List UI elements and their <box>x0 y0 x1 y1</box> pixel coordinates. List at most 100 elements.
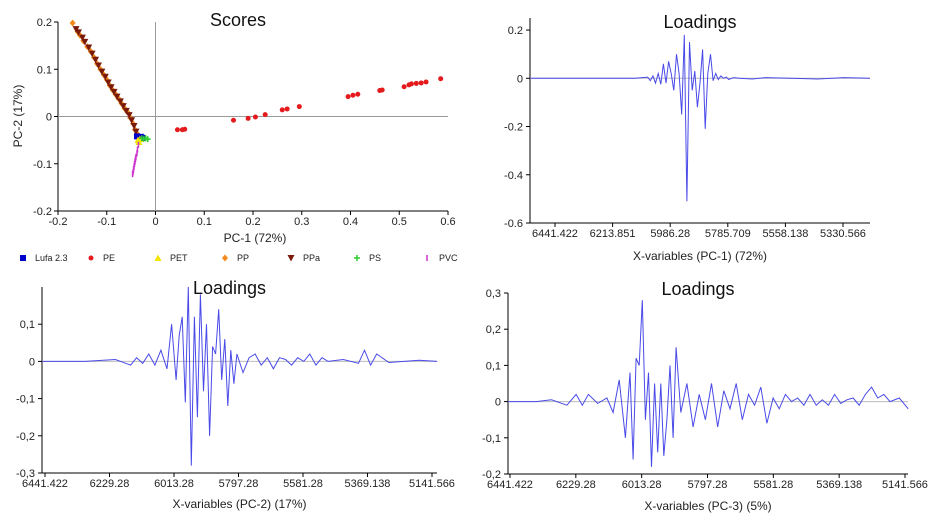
legend-marker <box>88 255 94 261</box>
x-tick-label: 0.6 <box>440 216 455 228</box>
legend-label: PVC <box>439 253 458 263</box>
data-point <box>119 103 127 110</box>
data-point <box>132 128 140 136</box>
x-axis-label: X-variables (PC-3) (5%) <box>644 499 771 513</box>
data-point <box>413 80 419 86</box>
data-point <box>92 56 100 64</box>
y-tick-label: 0.2 <box>37 17 52 29</box>
x-axis-label: X-variables (PC-1) (72%) <box>633 249 767 263</box>
y-tick-label: 0,1 <box>20 319 35 331</box>
legend-marker <box>20 255 26 261</box>
chart-title: Scores <box>210 10 266 30</box>
y-tick-label: -0,1 <box>16 394 35 406</box>
y-tick-label: 0,3 <box>486 288 501 300</box>
legend-label: PET <box>170 253 188 263</box>
x-tick-label: -0.2 <box>49 216 68 228</box>
y-tick-label: 0.1 <box>37 64 52 76</box>
chart-title: Loadings <box>663 12 736 32</box>
x-tick-label: 6013.28 <box>154 478 194 490</box>
x-tick-label: 5986.28 <box>650 228 690 240</box>
data-point <box>98 68 106 76</box>
data-point <box>113 93 121 101</box>
data-point <box>401 84 407 90</box>
x-tick-label: 5369.138 <box>345 478 391 490</box>
data-point <box>408 81 414 87</box>
data-point <box>355 91 361 97</box>
series-pvc <box>131 141 140 178</box>
y-tick-label: 0.2 <box>508 25 523 37</box>
x-tick-label: 5581.28 <box>283 478 323 490</box>
data-point <box>252 114 258 120</box>
data-point <box>135 138 143 146</box>
x-axis-label: PC-1 (72%) <box>224 231 287 245</box>
y-tick-label: 0,1 <box>486 360 501 372</box>
loadings1-chart: 0.2 0 -0.2 -0.4 -0.6 6441.422 6213.851 5986.28 5… <box>504 12 871 263</box>
data-point <box>245 115 251 121</box>
x-tick-label: 6229.28 <box>90 478 130 490</box>
x-tick-label: 0.1 <box>197 216 212 228</box>
data-point <box>104 79 112 86</box>
x-tick-label: 5369.138 <box>816 479 862 491</box>
x-tick-label: 5141.566 <box>409 478 455 490</box>
data-point <box>144 136 151 143</box>
y-tick-label: -0,3 <box>16 468 35 480</box>
data-point <box>182 126 188 132</box>
y-tick-label: 0,2 <box>486 324 501 336</box>
legend-label: PE <box>103 253 115 263</box>
x-tick-label: 6441.422 <box>22 478 68 490</box>
data-point <box>438 76 444 82</box>
y-axis-label: PC-2 (17%) <box>11 85 25 148</box>
chart-title: Loadings <box>661 279 734 299</box>
x-tick-label: 5797.28 <box>219 478 259 490</box>
data-point <box>88 50 96 58</box>
loading-line <box>530 34 871 202</box>
data-point <box>174 127 180 133</box>
x-axis-label: X-variables (PC-2) (17%) <box>172 497 306 511</box>
data-point <box>130 122 138 130</box>
y-tick-label: -0.6 <box>504 218 523 230</box>
series-pe <box>174 76 444 133</box>
data-point <box>101 73 109 81</box>
x-tick-label: 5558.138 <box>762 228 808 240</box>
x-tick-label: 5797.28 <box>688 479 728 491</box>
y-tick-label: -0.1 <box>33 159 52 171</box>
y-tick-label: -0.4 <box>504 170 523 182</box>
data-point <box>128 117 136 124</box>
data-point <box>379 87 385 93</box>
x-tick-label: 6213.851 <box>590 228 636 240</box>
data-point <box>262 112 268 118</box>
data-point <box>423 79 429 85</box>
data-point <box>72 26 80 33</box>
x-tick-label: 6229.28 <box>556 479 596 491</box>
y-tick-label: -0,2 <box>16 431 35 443</box>
y-tick-label: -0.2 <box>504 122 523 134</box>
x-tick-label: 5141.566 <box>882 479 928 491</box>
y-tick-label: 0 <box>495 397 501 409</box>
data-point <box>279 107 285 113</box>
data-point <box>350 92 356 98</box>
y-tick-label: 0 <box>517 73 523 85</box>
data-point <box>345 94 351 100</box>
chart-title: Loadings <box>193 278 266 298</box>
y-tick-label: -0.2 <box>33 206 52 218</box>
data-point <box>122 107 130 115</box>
x-tick-label: 0 <box>152 216 158 228</box>
x-tick-label: 0.3 <box>294 216 309 228</box>
data-point <box>74 29 82 36</box>
y-tick-label: -0,1 <box>482 433 501 445</box>
x-tick-label: 6441.422 <box>487 479 533 491</box>
series-ppa <box>72 26 140 136</box>
x-tick-label: -0.1 <box>97 216 116 228</box>
legend-marker <box>354 255 360 261</box>
legend-label: PP <box>237 253 249 263</box>
y-tick-label: 0 <box>46 112 52 124</box>
data-point <box>110 88 118 96</box>
legend-label: PPa <box>303 253 320 263</box>
x-tick-label: 6441.422 <box>532 228 578 240</box>
data-point <box>116 98 124 105</box>
legend-marker <box>154 254 162 261</box>
series-ps <box>138 135 151 143</box>
data-point <box>125 112 133 119</box>
